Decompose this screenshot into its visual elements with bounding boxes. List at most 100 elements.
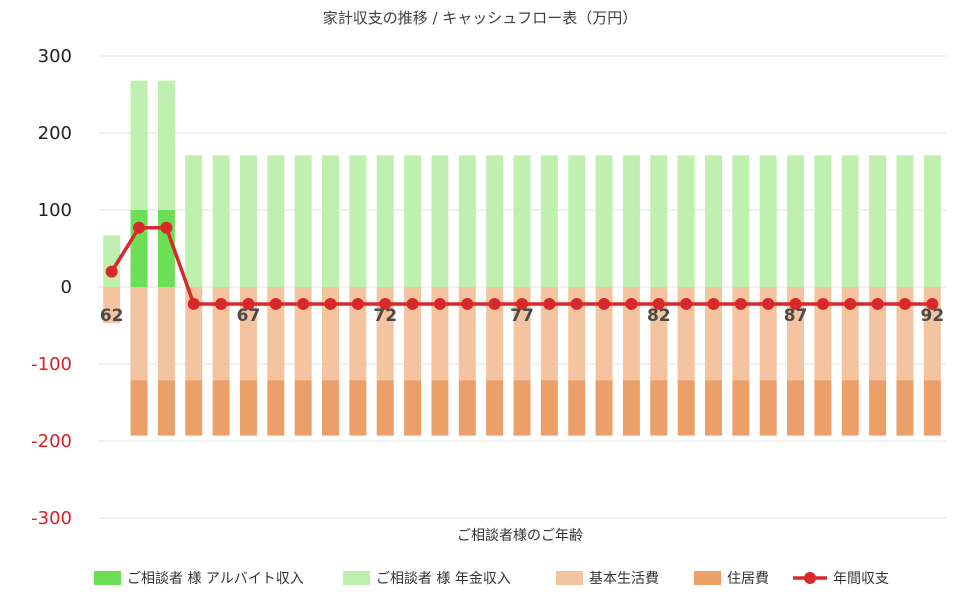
bar-segment bbox=[869, 287, 887, 381]
bar-segment bbox=[759, 380, 777, 436]
bar-segment bbox=[322, 380, 340, 436]
x-axis-ticks: 62 67 72 77 82 87 92 bbox=[100, 306, 944, 326]
bar-segment bbox=[458, 155, 476, 287]
bar-segment bbox=[677, 155, 695, 287]
bar-segment bbox=[157, 287, 175, 381]
legend-label: ご相談者 様 アルバイト収入 bbox=[127, 571, 304, 587]
bar-segment bbox=[212, 380, 230, 436]
bar-segment bbox=[595, 287, 613, 381]
bar-segment bbox=[650, 287, 668, 381]
bar-segment bbox=[869, 380, 887, 436]
bar-segment bbox=[540, 380, 558, 436]
balance-point bbox=[433, 297, 446, 310]
chart-legend: ご相談者 様 アルバイト収入 ご相談者 様 年金収入 基本生活費 住居費 年間収支 bbox=[94, 570, 889, 587]
bar-segment bbox=[376, 287, 394, 381]
bar-segment bbox=[814, 287, 832, 381]
bar-segment bbox=[540, 155, 558, 287]
bar-segment bbox=[239, 155, 257, 287]
bar-segment bbox=[130, 210, 148, 287]
bar-segment bbox=[185, 287, 203, 381]
bar-segment bbox=[650, 155, 668, 287]
bar-segment bbox=[349, 155, 367, 287]
bar-segment bbox=[322, 155, 340, 287]
legend-label: 住居費 bbox=[727, 571, 769, 587]
bar-segment bbox=[787, 287, 805, 381]
bar-segment bbox=[595, 380, 613, 436]
bar-segment bbox=[513, 380, 531, 436]
bar-segment bbox=[185, 380, 203, 436]
balance-point bbox=[816, 297, 829, 310]
chart-title: 家計収支の推移 / キャッシュフロー表（万円） bbox=[323, 9, 638, 27]
balance-point bbox=[379, 297, 392, 310]
bar-segment bbox=[130, 287, 148, 381]
bar-segment bbox=[732, 155, 750, 287]
bar-segment bbox=[759, 287, 777, 381]
balance-point bbox=[844, 297, 857, 310]
balance-point bbox=[871, 297, 884, 310]
bar-segment bbox=[239, 287, 257, 381]
bar-segment bbox=[404, 155, 422, 287]
balance-point bbox=[105, 265, 118, 278]
bar-segment bbox=[404, 380, 422, 436]
balance-line-series bbox=[105, 221, 939, 310]
x-tick-label: 77 bbox=[510, 306, 534, 326]
balance-point bbox=[406, 297, 419, 310]
balance-point bbox=[461, 297, 474, 310]
bar-segment bbox=[869, 155, 887, 287]
bar-segment bbox=[185, 155, 203, 287]
bar-segment bbox=[157, 380, 175, 436]
bar-segment bbox=[923, 287, 941, 381]
bar-segment bbox=[431, 155, 449, 287]
balance-point bbox=[488, 297, 501, 310]
y-tick-label: -200 bbox=[31, 431, 72, 452]
legend-swatch bbox=[694, 571, 721, 585]
bar-segment bbox=[349, 380, 367, 436]
bar-segment bbox=[814, 155, 832, 287]
bar-segment bbox=[157, 80, 175, 210]
bar-segment bbox=[650, 380, 668, 436]
bar-segment bbox=[704, 380, 722, 436]
x-tick-label: 92 bbox=[920, 306, 944, 326]
bar-segment bbox=[267, 155, 285, 287]
balance-point bbox=[543, 297, 556, 310]
bar-segment bbox=[896, 287, 914, 381]
x-tick-label: 82 bbox=[647, 306, 671, 326]
bar-segment bbox=[622, 380, 640, 436]
bar-segment bbox=[431, 380, 449, 436]
bar-segment bbox=[622, 155, 640, 287]
bar-segment bbox=[212, 287, 230, 381]
bar-segment bbox=[923, 155, 941, 287]
y-axis-ticks: 300 200 100 0 -100 -200 -300 bbox=[31, 46, 72, 529]
balance-point bbox=[351, 297, 364, 310]
balance-point bbox=[269, 297, 282, 310]
legend-label: ご相談者 様 年金収入 bbox=[376, 571, 511, 587]
bar-segment bbox=[458, 380, 476, 436]
balance-point bbox=[926, 297, 939, 310]
bar-segment bbox=[212, 155, 230, 287]
balance-point bbox=[789, 297, 802, 310]
balance-point bbox=[324, 297, 337, 310]
bar-segment bbox=[486, 155, 504, 287]
legend-label: 基本生活費 bbox=[589, 570, 659, 587]
y-tick-label: 300 bbox=[38, 46, 72, 67]
balance-point bbox=[570, 297, 583, 310]
bar-segment bbox=[923, 380, 941, 436]
bar-segment bbox=[814, 380, 832, 436]
bar-segment bbox=[322, 287, 340, 381]
bar-segment bbox=[787, 155, 805, 287]
bar-segment bbox=[732, 380, 750, 436]
bar-segment bbox=[732, 287, 750, 381]
balance-point bbox=[625, 297, 638, 310]
bar-segment bbox=[267, 380, 285, 436]
bar-segment bbox=[677, 380, 695, 436]
balance-point bbox=[187, 297, 200, 310]
bar-segment bbox=[841, 380, 859, 436]
bar-segment bbox=[376, 155, 394, 287]
bar-segment bbox=[677, 287, 695, 381]
bar-segment bbox=[568, 287, 586, 381]
bar-segment bbox=[759, 155, 777, 287]
bar-segment bbox=[622, 287, 640, 381]
balance-point bbox=[215, 297, 228, 310]
y-tick-label: -100 bbox=[31, 354, 72, 375]
bar-segment bbox=[513, 155, 531, 287]
